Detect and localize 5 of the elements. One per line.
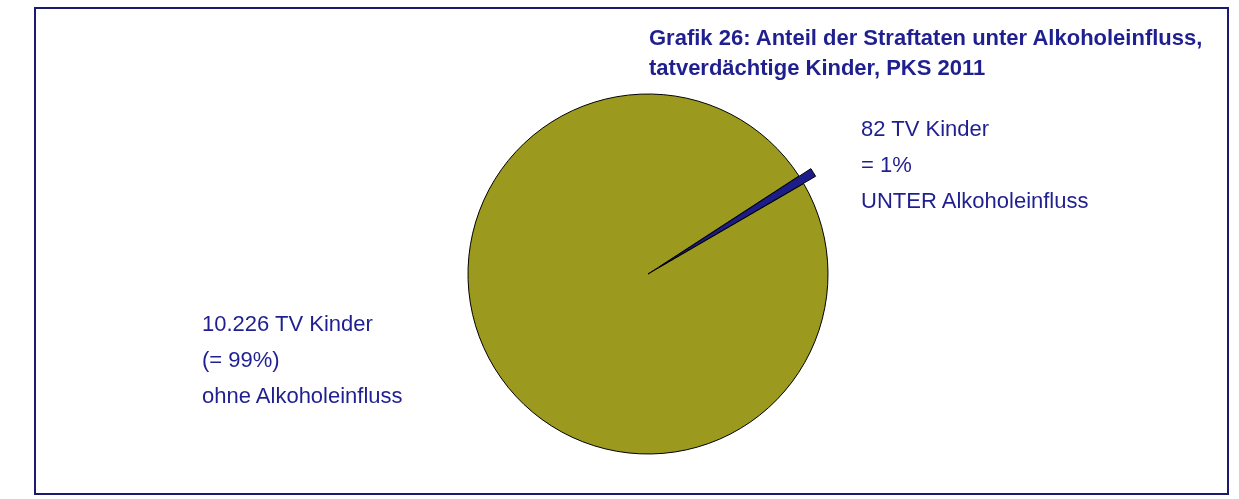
chart-title: Grafik 26: Anteil der Straftaten unter Alkoholeinfluss, tatverdächtige Kinder, PKS 2011 — [649, 24, 1203, 80]
slice-label: UNTER Alkoholeinfluss — [861, 188, 1089, 214]
data-label: 10.226 TV Kinder (= 99%) — [202, 310, 373, 372]
slice-label: ohne Alkoholeinfluss — [202, 382, 403, 408]
data-label: 82 TV Kinder = 1% — [861, 116, 990, 178]
